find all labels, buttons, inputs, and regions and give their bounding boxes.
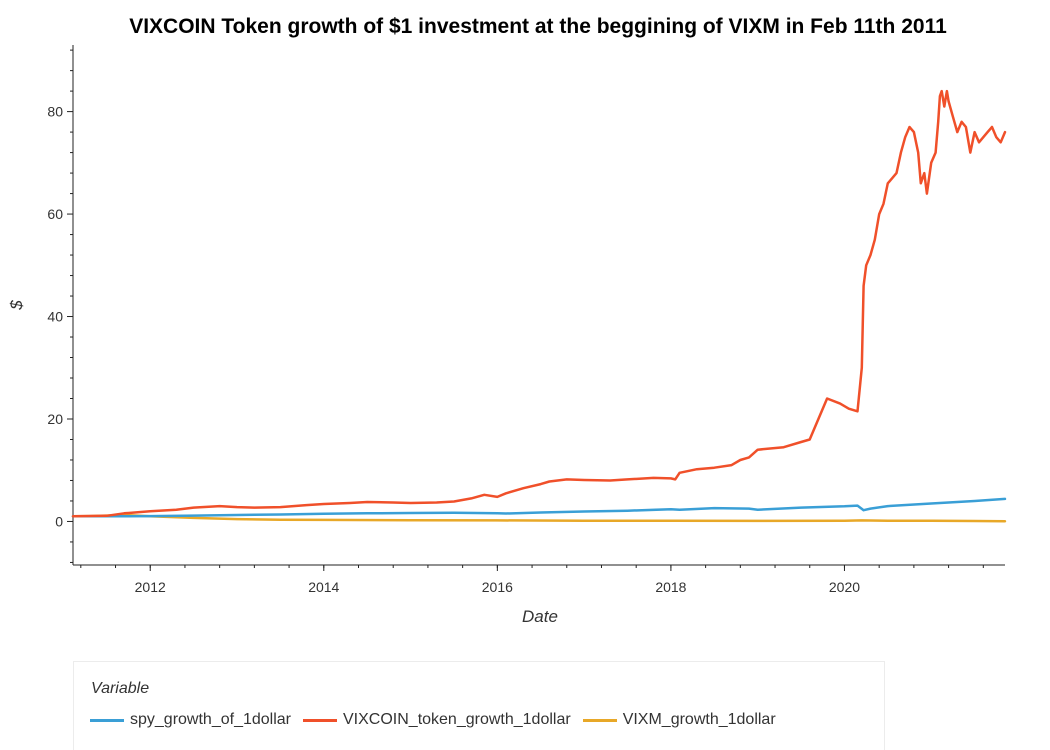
- x-tick-label: 2020: [829, 579, 860, 595]
- x-tick-label: 2016: [482, 579, 513, 595]
- legend-item-spy[interactable]: spy_growth_of_1dollar: [90, 711, 291, 729]
- y-tick-label: 80: [47, 104, 63, 120]
- x-ticks: 2012 2014 2016 2018 2020: [135, 565, 860, 595]
- legend-swatch-spy: [90, 718, 124, 722]
- plot-background: [73, 45, 1005, 565]
- legend-items: spy_growth_of_1dollar VIXCOIN_token_grow…: [90, 711, 788, 729]
- y-tick-label: 0: [55, 513, 63, 529]
- series-line-spy_growth_of_1dollar: [71, 497, 1007, 518]
- y-tick-label: 20: [47, 411, 63, 427]
- legend-label-vixm: VIXM_growth_1dollar: [622, 711, 776, 728]
- legend-item-vixm[interactable]: VIXM_growth_1dollar: [582, 711, 776, 729]
- legend-item-vixcoin[interactable]: VIXCOIN_token_growth_1dollar: [303, 711, 571, 729]
- series-line-VIXCOIN_token_growth_1dollar: [71, 89, 1007, 518]
- x-tick-label: 2012: [135, 579, 166, 595]
- chart: VIXCOIN Token growth of $1 investment at…: [7, 15, 1007, 626]
- plot-area: 0 20 40 60 80 2012 2014 2016 2018 2020: [47, 45, 1007, 595]
- legend-title: Variable: [91, 680, 150, 697]
- legend-swatch-vixcoin: [303, 718, 337, 722]
- y-tick-label: 40: [47, 309, 63, 325]
- y-tick-label: 60: [47, 206, 63, 222]
- legend-label-vixcoin: VIXCOIN_token_growth_1dollar: [343, 711, 571, 728]
- y-ticks: 0 20 40 60 80: [47, 104, 73, 529]
- legend-label-spy: spy_growth_of_1dollar: [130, 711, 291, 728]
- x-tick-label: 2014: [308, 579, 339, 595]
- y-minor-ticks: [70, 49, 73, 563]
- legend-swatch-vixm: [582, 718, 617, 722]
- series-lines: [71, 89, 1007, 523]
- x-axis-label: Date: [522, 607, 558, 626]
- x-tick-label: 2018: [655, 579, 686, 595]
- y-axis-label: $: [7, 300, 26, 311]
- chart-title: VIXCOIN Token growth of $1 investment at…: [129, 15, 947, 38]
- legend: Variable spy_growth_of_1dollar VIXCOIN_t…: [73, 661, 885, 750]
